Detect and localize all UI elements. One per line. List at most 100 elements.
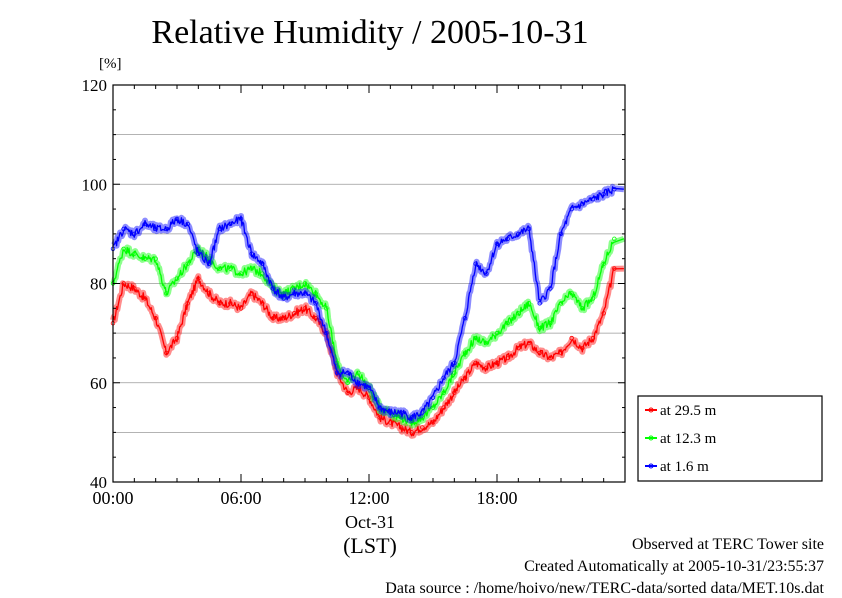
data-point [249,291,254,296]
data-point [612,236,617,242]
data-point [388,420,393,425]
data-point [377,415,382,420]
data-point [377,405,382,410]
data-point [601,191,606,197]
data-point [473,335,478,341]
data-point [302,291,308,296]
data-point [132,251,137,256]
data-point [388,410,393,415]
data-point [548,355,553,361]
data-point [238,306,244,311]
data-point [537,325,542,331]
data-point [185,221,190,227]
data-point [430,405,436,410]
data-point [580,306,585,311]
data-point [430,395,436,400]
data-point [409,430,414,435]
x-date-label: Oct-31 [345,512,395,532]
legend-marker [648,407,654,413]
data-point [292,291,297,296]
data-point [164,291,169,296]
chart-title: Relative Humidity / 2005-10-31 [151,14,589,51]
data-point [590,196,596,202]
series-line [112,186,624,422]
data-point [153,316,158,321]
data-point [537,350,542,356]
legend-label: at 29.5 m [660,403,717,419]
data-point [612,266,617,271]
data-point [420,415,425,420]
data-point [526,301,532,306]
data-point [142,221,148,227]
data-point [228,301,233,306]
data-point [580,345,585,351]
data-point [345,380,350,385]
data-point [260,261,265,266]
data-point [313,301,318,306]
data-point [505,321,510,326]
data-point [430,420,436,425]
footer-source: Data source : /home/hoivo/new/TERC-data/… [385,580,824,597]
data-point [569,335,574,341]
data-point [121,226,126,232]
data-point [441,390,446,395]
data-point [132,231,137,237]
y-tick-label: 40 [90,473,107,492]
data-point [452,390,457,395]
data-point [281,316,286,321]
data-point [505,236,510,242]
data-point [462,350,468,356]
data-point [409,415,414,420]
data-point [334,370,340,376]
data-point [164,350,169,356]
axes: 40 60 80 100 120 00:00 06:00 12:00 18:00 [82,76,626,508]
y-tick-label: 60 [90,374,107,393]
data-point [441,405,446,410]
data-point [185,261,190,266]
data-point [238,271,244,276]
data-point [217,266,222,271]
data-point [121,281,126,286]
y-tick-label: 120 [82,76,108,95]
data-point [612,187,617,192]
data-point [526,226,532,232]
data-point [452,370,457,376]
data-point [601,311,606,316]
data-point [249,251,254,256]
data-point [185,301,190,306]
legend: at 29.5 m at 12.3 m at 1.6 m [637,395,823,482]
x-tick-label: 12:00 [348,488,389,508]
legend-marker [648,435,654,441]
series-line [112,267,624,437]
data-point [398,415,404,420]
data-point [494,241,500,246]
x-tick-label: 06:00 [220,488,261,508]
data-point [505,355,510,361]
data-point [484,365,489,371]
data-point [142,256,148,261]
data-point [132,286,137,291]
data-point [558,301,564,306]
x-axis-label: (LST) [343,533,397,558]
data-point [441,375,446,380]
data-point [558,231,564,237]
data-point [334,360,340,366]
data-point [292,311,297,316]
data-point [217,301,222,306]
data-point [174,276,180,281]
data-point [302,306,308,311]
data-point [462,375,468,380]
data-point [313,316,318,321]
data-point [473,261,478,266]
data-point [452,360,457,366]
data-point [494,330,500,336]
y-tick-label: 80 [90,275,107,294]
data-point [228,221,233,227]
data-point [569,206,574,212]
data-point [398,425,404,430]
data-point [516,345,521,351]
data-point [345,390,350,395]
data-point [196,276,201,281]
series-layer [110,183,625,439]
y-tick-label: 100 [82,175,108,194]
